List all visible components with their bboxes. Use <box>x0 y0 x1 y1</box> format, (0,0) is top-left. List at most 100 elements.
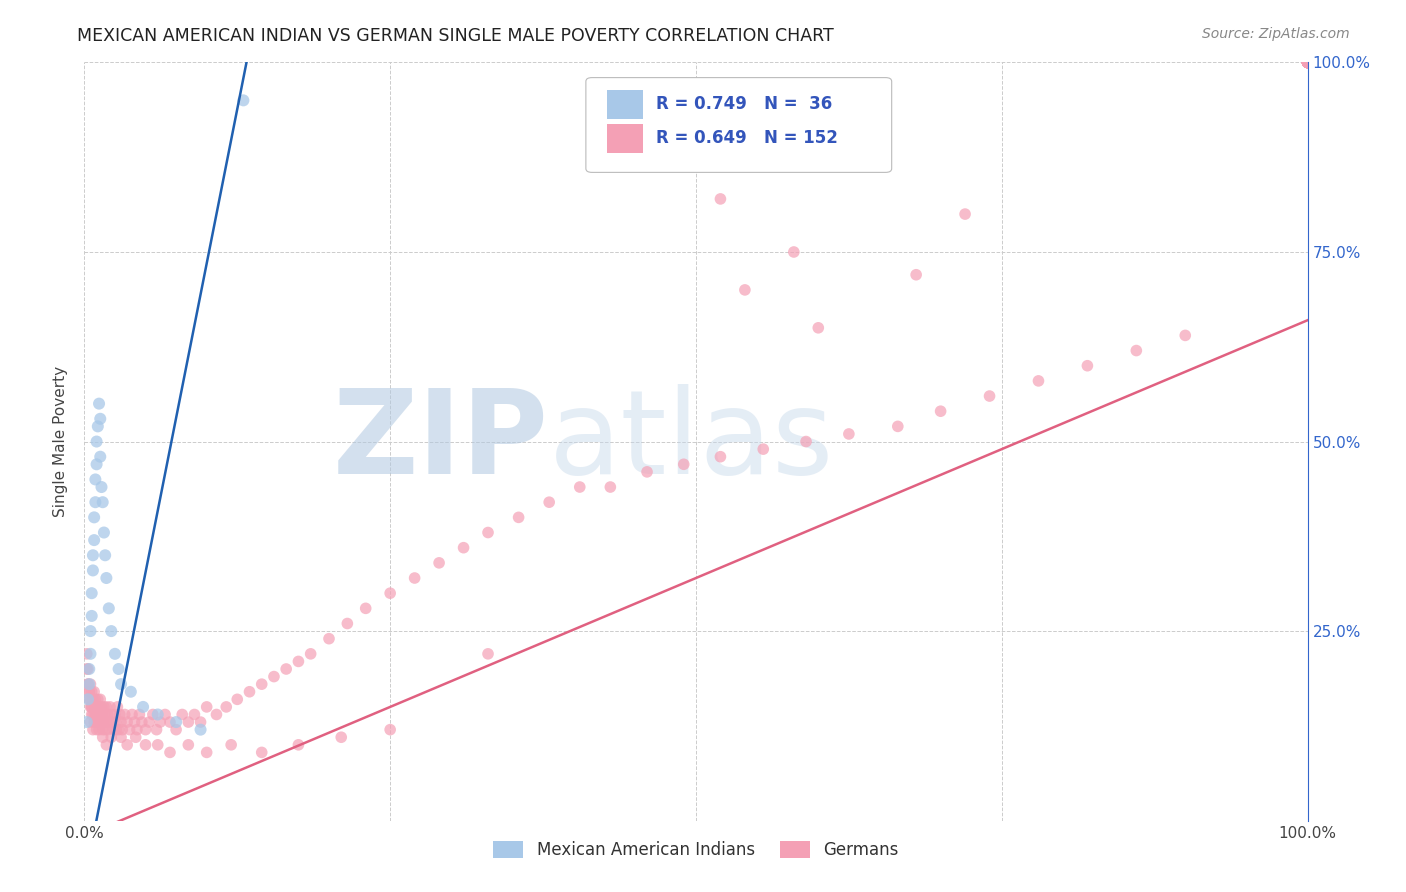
Point <box>929 404 952 418</box>
Point <box>110 730 132 744</box>
Point <box>287 655 309 669</box>
Point <box>79 624 101 639</box>
Point <box>1125 343 1147 358</box>
Point <box>869 146 891 161</box>
Point <box>783 244 806 259</box>
Point <box>105 723 128 737</box>
Point <box>120 685 142 699</box>
Point <box>80 699 103 714</box>
Point <box>93 525 115 540</box>
Point <box>98 699 121 714</box>
Point <box>86 715 108 730</box>
Point <box>838 427 860 442</box>
Point <box>115 715 138 730</box>
Point <box>1296 55 1319 70</box>
Point <box>149 715 172 730</box>
Point <box>84 473 107 487</box>
Point <box>91 730 114 744</box>
Point <box>86 458 108 472</box>
Point <box>93 699 115 714</box>
Y-axis label: Single Male Poverty: Single Male Poverty <box>53 366 69 517</box>
Point <box>205 707 228 722</box>
Point <box>508 510 530 524</box>
Point <box>165 715 187 730</box>
Point <box>336 616 359 631</box>
Point <box>114 707 136 722</box>
Point <box>1296 55 1319 70</box>
Point <box>132 699 155 714</box>
Point <box>80 608 103 623</box>
Point <box>84 707 107 722</box>
Point <box>76 715 98 730</box>
Point <box>84 495 107 509</box>
Point <box>299 647 322 661</box>
Point <box>97 707 120 722</box>
Point <box>125 730 148 744</box>
Point <box>953 207 976 221</box>
Point <box>135 723 157 737</box>
Point <box>91 723 114 737</box>
Point <box>177 738 200 752</box>
Point <box>190 715 212 730</box>
Point <box>90 715 112 730</box>
Point <box>104 707 127 722</box>
Point <box>146 738 169 752</box>
Point <box>404 571 426 585</box>
Point <box>146 707 169 722</box>
Point <box>215 699 238 714</box>
Point <box>77 685 100 699</box>
Point <box>79 647 101 661</box>
Point <box>276 662 298 676</box>
FancyBboxPatch shape <box>586 78 891 172</box>
Point <box>794 434 817 449</box>
Point <box>94 707 117 722</box>
Point <box>86 699 108 714</box>
Point <box>96 571 118 585</box>
Point <box>477 525 499 540</box>
Point <box>96 699 118 714</box>
Point <box>77 662 100 676</box>
Point <box>83 533 105 548</box>
Point <box>354 601 377 615</box>
Point <box>1296 55 1319 70</box>
Point <box>1296 55 1319 70</box>
Point <box>118 723 141 737</box>
Point <box>1296 55 1319 70</box>
Point <box>1296 55 1319 70</box>
Point <box>1296 55 1319 70</box>
Point <box>107 723 129 737</box>
Point <box>135 738 157 752</box>
Point <box>195 699 218 714</box>
Text: ZIP: ZIP <box>333 384 550 499</box>
Legend: Mexican American Indians, Germans: Mexican American Indians, Germans <box>486 834 905 865</box>
Point <box>77 692 100 706</box>
Bar <box>606 90 644 119</box>
Point <box>568 480 591 494</box>
Text: Source: ZipAtlas.com: Source: ZipAtlas.com <box>1202 27 1350 41</box>
Point <box>380 586 402 600</box>
Point <box>1296 55 1319 70</box>
Text: R = 0.649   N = 152: R = 0.649 N = 152 <box>655 129 838 147</box>
Point <box>165 723 187 737</box>
Point <box>97 723 120 737</box>
Point <box>105 699 128 714</box>
Point <box>159 746 181 760</box>
Point <box>190 723 212 737</box>
Point <box>82 707 104 722</box>
Point <box>77 685 100 699</box>
Point <box>77 692 100 706</box>
Point <box>93 715 115 730</box>
Point <box>1296 55 1319 70</box>
Point <box>80 586 103 600</box>
Point <box>82 723 104 737</box>
Point <box>1296 55 1319 70</box>
Point <box>104 647 127 661</box>
Point <box>91 707 114 722</box>
Point <box>89 692 111 706</box>
Point <box>477 647 499 661</box>
Point <box>1028 374 1050 388</box>
Point <box>87 699 110 714</box>
Point <box>1296 55 1319 70</box>
Point <box>172 707 194 722</box>
Point <box>159 715 181 730</box>
